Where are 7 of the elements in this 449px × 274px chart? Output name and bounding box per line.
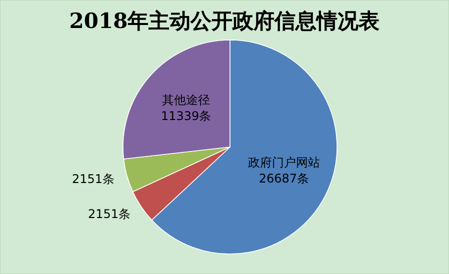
data-label: 2151条 [72, 172, 115, 186]
slice-label: 政府门户网站 [248, 155, 320, 170]
slice-label: 其他途径 [162, 92, 210, 107]
chart-title: 2018年主动公开政府信息情况表 [69, 8, 380, 33]
data-label: 26687条 [258, 171, 310, 186]
data-label: 11339条 [161, 108, 212, 123]
data-label: 2151条 [88, 206, 131, 221]
